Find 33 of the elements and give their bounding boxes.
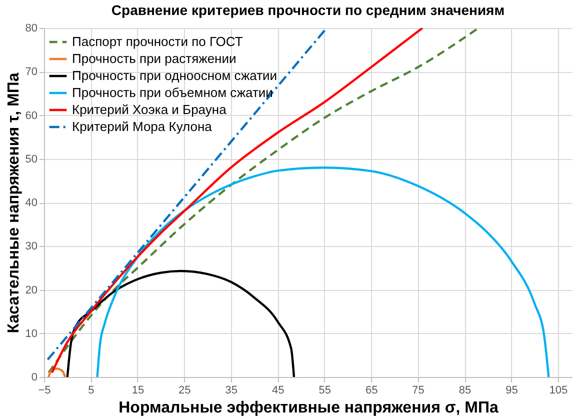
x-tick-label: 15 xyxy=(132,384,144,396)
y-tick-label: 40 xyxy=(25,197,38,209)
legend-label: Паспорт прочности по ГОСТ xyxy=(72,34,243,49)
y-tick-label: 70 xyxy=(25,66,38,78)
x-tick-label: 65 xyxy=(365,384,378,396)
x-tick-label: 35 xyxy=(225,384,238,396)
x-tick-label: 85 xyxy=(458,384,472,396)
legend-label: Прочность при объемном сжатии xyxy=(72,85,273,100)
x-axis-title: Нормальные эффективные напряжения σ, МПа xyxy=(118,400,498,416)
y-tick-label: 60 xyxy=(25,110,38,122)
x-tick-label: −5 xyxy=(38,384,51,396)
chart-title: Сравнение критериев прочности по средним значениям xyxy=(111,2,505,18)
line-series xyxy=(48,368,66,377)
y-tick-label: 10 xyxy=(25,328,38,340)
x-tick-label: 75 xyxy=(412,384,424,396)
x-tick-label: 105 xyxy=(549,384,568,396)
x-tick-label: 55 xyxy=(318,384,331,396)
x-tick-label: 5 xyxy=(88,384,94,396)
y-axis-title: Касательные напряжения τ, МПа xyxy=(5,72,22,334)
line-series xyxy=(66,270,296,377)
y-tick-label: 0 xyxy=(31,372,38,384)
legend-label: Прочность при одноосном сжатии xyxy=(72,68,278,83)
legend-label: Прочность при растяжении xyxy=(72,51,236,66)
legend-label: Критерий Хоэка и Брауна xyxy=(72,102,228,117)
x-tick-label: 25 xyxy=(178,384,191,396)
y-tick-label: 20 xyxy=(25,284,38,296)
y-tick-label: 80 xyxy=(25,22,38,34)
x-tick-label: 95 xyxy=(506,384,518,396)
legend-label: Критерий Мора Кулона xyxy=(72,119,213,134)
y-tick-label: 50 xyxy=(25,153,38,166)
line-series xyxy=(96,166,550,377)
y-tick-label: 30 xyxy=(25,240,38,253)
x-tick-label: 45 xyxy=(272,384,284,396)
